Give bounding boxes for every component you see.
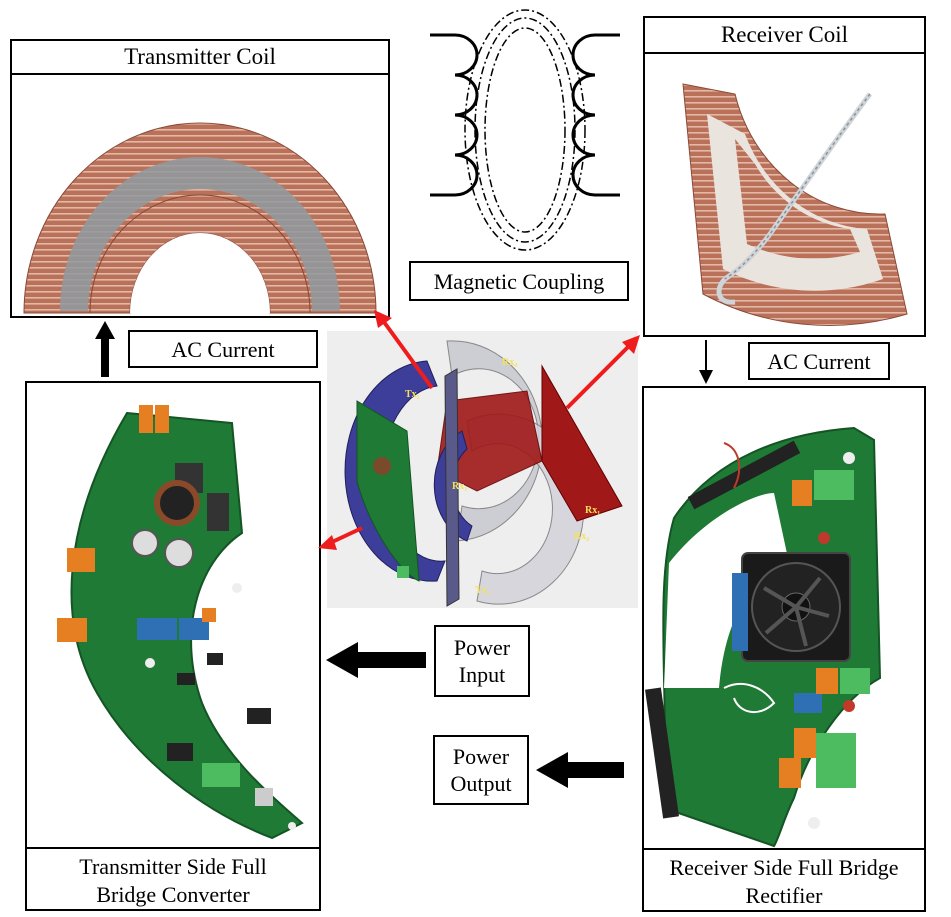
receiver-board-caption-line1: Receiver Side Full Bridge — [669, 855, 899, 880]
receiver-board-panel: Receiver Side Full Bridge Rectifier — [642, 386, 926, 912]
power-output-label: Power Output — [433, 735, 529, 805]
magnetic-coupling-symbol — [430, 9, 620, 251]
tx2-label: Tx₂ — [405, 389, 420, 400]
power-input-label: Power Input — [434, 625, 530, 697]
rx2-label: Rx₂ — [574, 531, 589, 542]
tx1-label: Tx₁ — [475, 585, 490, 596]
ac-current-left-arrow — [95, 321, 115, 377]
receiver-board-caption-line2: Rectifier — [745, 883, 823, 908]
power-output-line2: Output — [450, 771, 512, 796]
rx1-label: Rx₁ — [585, 505, 600, 516]
receiver-board-caption: Receiver Side Full Bridge Rectifier — [644, 848, 924, 910]
receiver-coil-panel: Receiver Coil — [643, 16, 926, 337]
ac-current-right-label: AC Current — [748, 342, 890, 380]
power-input-arrow — [326, 642, 426, 678]
receiver-board-photo — [645, 426, 882, 848]
power-input-line1: Power — [453, 635, 511, 660]
transmitter-board-caption-line1: Transmitter Side Full — [79, 854, 267, 879]
power-output-line1: Power — [452, 744, 510, 769]
transmitter-coil-panel: Transmitter Coil — [10, 39, 390, 318]
ac-current-right-arrow — [699, 340, 713, 384]
transmitter-coil-photo — [23, 122, 377, 314]
assembly-render: Tx₂ Rx₃ Rx₄ Rx₁ Rx₂ Tx₁ — [327, 331, 638, 608]
magnetic-coupling-label: Magnetic Coupling — [409, 261, 629, 301]
rx4-label: Rx₄ — [502, 357, 517, 368]
receiver-coil-title: Receiver Coil — [645, 18, 924, 54]
receiver-coil-photo — [682, 83, 908, 326]
transmitter-board-photo — [57, 405, 304, 840]
transmitter-board-caption: Transmitter Side Full Bridge Converter — [27, 847, 319, 909]
rx3-label: Rx₃ — [452, 481, 467, 492]
transmitter-board-panel: Transmitter Side Full Bridge Converter — [25, 381, 321, 911]
power-input-line2: Input — [458, 662, 506, 687]
ac-current-left-label: AC Current — [128, 330, 318, 368]
power-output-arrow — [536, 752, 624, 788]
transmitter-board-caption-line2: Bridge Converter — [96, 882, 250, 907]
transmitter-coil-title: Transmitter Coil — [12, 41, 388, 75]
